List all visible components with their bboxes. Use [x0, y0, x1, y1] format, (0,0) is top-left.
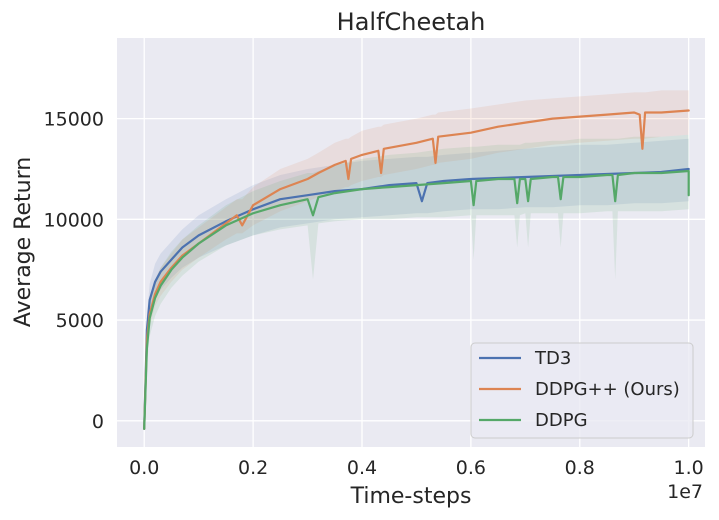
legend: TD3 DDPG++ (Ours) DDPG	[470, 342, 694, 439]
series-lines	[143, 109, 690, 430]
legend-label-td3: TD3	[534, 348, 571, 369]
y-tick-label: 10000	[44, 209, 104, 231]
y-axis-label: Average Return	[11, 157, 36, 327]
x-axis-offset-label: 1e7	[667, 481, 703, 503]
confidence-bands	[144, 90, 689, 429]
x-axis-ticks: 0.0 0.2 0.4 0.6 0.8 1.0	[129, 457, 704, 479]
x-axis-label: Time-steps	[350, 484, 472, 509]
x-tick-label: 1.0	[674, 457, 704, 479]
y-axis-ticks: 0 5000 10000 15000	[44, 109, 104, 433]
x-tick-label: 0.6	[456, 457, 486, 479]
x-tick-label: 0.4	[347, 457, 377, 479]
legend-frame	[470, 342, 694, 439]
x-tick-label: 0.0	[129, 457, 159, 479]
y-tick-label: 15000	[44, 109, 104, 131]
band-td3	[144, 138, 689, 429]
x-tick-label: 0.2	[238, 457, 268, 479]
chart-title: HalfCheetah	[337, 8, 486, 36]
band-ddpg	[144, 134, 689, 429]
y-tick-label: 5000	[56, 310, 104, 332]
x-tick-label: 0.8	[565, 457, 595, 479]
line-ddpg	[143, 169, 690, 430]
legend-label-ddpg-ours: DDPG++ (Ours)	[535, 379, 680, 400]
band-ddpg-ours	[144, 90, 689, 429]
y-tick-label: 0	[92, 411, 104, 433]
legend-label-ddpg: DDPG	[535, 410, 588, 431]
